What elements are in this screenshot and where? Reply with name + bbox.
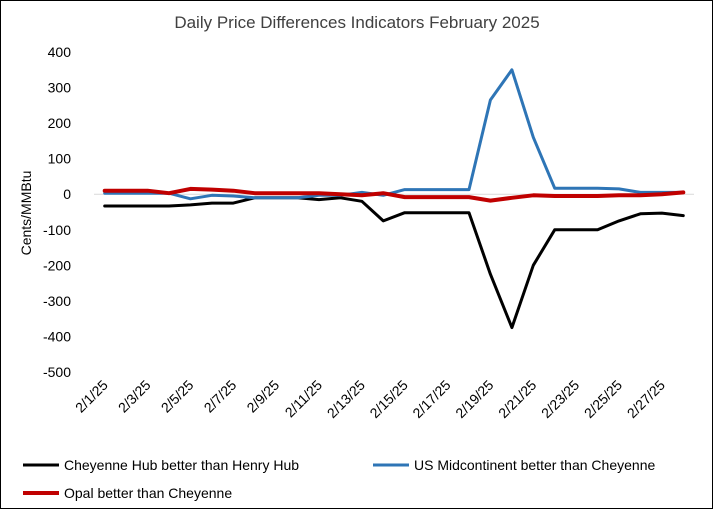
legend-label-3: Opal better than Cheyenne [64, 485, 232, 501]
y-tick-label: -400 [43, 328, 71, 344]
x-tick-label: 2/5/25 [158, 377, 197, 416]
x-axis-tick-labels: 2/1/25 2/3/25 2/5/25 2/7/25 2/9/25 2/11/252/1… [72, 377, 668, 421]
y-tick-label: -100 [43, 222, 71, 238]
series-line-3 [102, 186, 686, 203]
x-tick-label: 2/19/25 [452, 377, 496, 421]
series-lines [102, 68, 686, 330]
legend-label-2: US Midcontinent better than Cheyenne [414, 457, 655, 473]
y-tick-label: 0 [63, 186, 71, 202]
y-tick-label: -200 [43, 257, 71, 273]
y-tick-label: 400 [48, 44, 72, 60]
x-tick-label: 2/13/25 [324, 377, 368, 421]
y-tick-label: 200 [48, 115, 72, 131]
chart-title: Daily Price Differences Indicators Febru… [174, 13, 539, 32]
x-tick-label: 2/7/25 [201, 377, 240, 416]
x-tick-label: 2/15/25 [366, 377, 410, 421]
x-tick-label: 2/1/25 [72, 377, 111, 416]
series-line-1 [103, 196, 685, 330]
series-line-2 [103, 68, 685, 201]
y-tick-label: -300 [43, 293, 71, 309]
y-tick-label: 100 [48, 151, 72, 167]
y-axis-title: Cents/MMBtu [18, 171, 34, 256]
x-tick-label: 2/23/25 [538, 377, 582, 421]
x-tick-label: 2/9/25 [243, 377, 282, 416]
x-tick-label: 2/21/25 [495, 377, 539, 421]
y-tick-label: -500 [43, 364, 71, 380]
y-tick-label: 300 [48, 80, 72, 96]
y-axis-tick-labels: 400 300 200 100 0 -100 -200 -300 -400 -500 [43, 44, 71, 380]
legend: Cheyenne Hub better than Henry Hub US Mid… [23, 457, 655, 501]
x-tick-label: 2/3/25 [115, 377, 154, 416]
x-tick-label: 2/17/25 [409, 377, 453, 421]
x-tick-label: 2/11/25 [282, 377, 326, 421]
x-tick-label: 2/27/25 [624, 377, 668, 421]
legend-label-1: Cheyenne Hub better than Henry Hub [64, 457, 299, 473]
x-tick-label: 2/25/25 [581, 377, 625, 421]
